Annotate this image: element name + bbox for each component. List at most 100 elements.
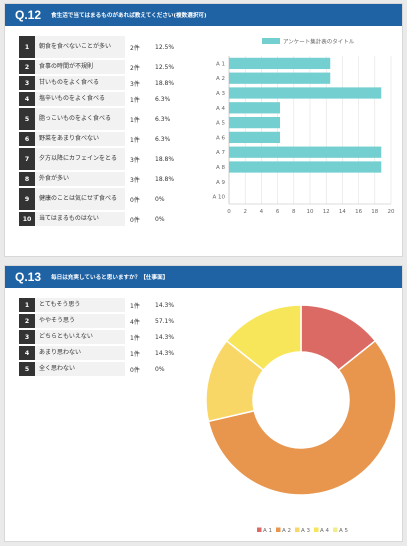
y-tick-label: A 4	[216, 106, 226, 112]
legend-label: アンケート集計表のタイトル	[283, 38, 355, 46]
answer-percent: 12.5%	[151, 60, 185, 74]
y-tick-label: A 1	[216, 61, 225, 67]
x-tick-label: 6	[276, 209, 280, 215]
table-row: 2 ややそう思う 4件 57.1%	[19, 314, 185, 328]
answer-count: 3件	[125, 76, 151, 90]
legend-label: A 4	[320, 528, 330, 534]
y-tick-label: A 2	[216, 76, 225, 82]
row-number: 9	[19, 188, 35, 210]
legend-swatch	[295, 527, 300, 532]
table-row: 1 朝食を食べないことが多い 2件 12.5%	[19, 36, 185, 58]
answer-label: 甘いものをよく食べる	[35, 76, 125, 90]
answer-percent: 18.8%	[151, 76, 185, 90]
row-number: 7	[19, 148, 35, 170]
table-row: 4 あまり思わない 1件 14.3%	[19, 346, 185, 360]
answer-label: 塩辛いものをよく食べる	[35, 92, 125, 106]
x-tick-label: 14	[339, 209, 346, 215]
answer-count: 3件	[125, 172, 151, 186]
answer-count: 1件	[125, 298, 151, 312]
answer-percent: 6.3%	[151, 108, 185, 130]
answer-percent: 14.3%	[151, 330, 185, 344]
q13-donut-chart: A 1 A 2 A 3 A 4 A 5	[205, 304, 397, 534]
row-number: 10	[19, 212, 35, 226]
answer-label: 野菜をあまり食べない	[35, 132, 125, 146]
answer-label: とてもそう思う	[35, 298, 125, 312]
table-row: 3 甘いものをよく食べる 3件 18.8%	[19, 76, 185, 90]
answer-count: 0件	[125, 188, 151, 210]
answer-percent: 14.3%	[151, 346, 185, 360]
answer-count: 1件	[125, 92, 151, 106]
x-tick-label: 20	[388, 209, 395, 215]
question-number: Q.13	[15, 270, 42, 284]
answer-label: 夕方以降にカフェインをとる	[35, 148, 125, 170]
row-number: 1	[19, 298, 35, 312]
answer-count: 4件	[125, 314, 151, 328]
question-title: 食生活で当てはまるものがあれば教えてください(複数選択可)	[51, 13, 207, 19]
x-tick-label: 4	[260, 209, 264, 215]
answer-count: 3件	[125, 148, 151, 170]
table-row: 3 どちらともいえない 1件 14.3%	[19, 330, 185, 344]
legend-swatch	[314, 527, 319, 532]
answer-percent: 57.1%	[151, 314, 185, 328]
x-tick-label: 16	[355, 209, 362, 215]
bar	[229, 116, 281, 129]
bar	[229, 72, 331, 84]
legend-label: A 1	[263, 528, 272, 534]
row-number: 5	[19, 108, 35, 130]
row-number: 4	[19, 346, 35, 360]
table-row: 7 夕方以降にカフェインをとる 3件 18.8%	[19, 148, 185, 170]
x-tick-label: 12	[323, 209, 330, 215]
answer-label: 朝食を食べないことが多い	[35, 36, 125, 58]
row-number: 4	[19, 92, 35, 106]
answer-percent: 14.3%	[151, 298, 185, 312]
legend-swatch	[262, 38, 280, 44]
legend-swatch	[257, 527, 262, 532]
bar	[229, 131, 281, 144]
answer-label: 当てはまるものはない	[35, 212, 125, 226]
q12-results-table: 1 朝食を食べないことが多い 2件 12.5% 2 食事の時間が不規則 2件 12.5% 3 甘い…	[19, 34, 185, 228]
answer-count: 1件	[125, 132, 151, 146]
answer-count: 2件	[125, 36, 151, 58]
legend-swatch	[333, 527, 338, 532]
y-tick-label: A 10	[212, 195, 225, 201]
q13-results-table: 1 とてもそう思う 1件 14.3% 2 ややそう思う 4件 57.1% 3 どちらともいえない 1…	[19, 296, 185, 378]
bar	[229, 161, 382, 173]
answer-label: どちらともいえない	[35, 330, 125, 344]
answer-percent: 18.8%	[151, 148, 185, 170]
answer-percent: 0%	[151, 188, 185, 210]
table-row: 10 当てはまるものはない 0件 0%	[19, 212, 185, 226]
pie-slice	[207, 339, 397, 496]
y-tick-label: A 5	[216, 121, 226, 127]
table-row: 9 健康のことは気にせず食べる 0件 0%	[19, 188, 185, 210]
answer-count: 1件	[125, 330, 151, 344]
x-tick-label: 2	[243, 209, 247, 215]
answer-percent: 0%	[151, 362, 185, 376]
bar	[229, 87, 382, 99]
row-number: 3	[19, 330, 35, 344]
q12-header: Q.12 食生活で当てはまるものがあれば教えてください(複数選択可)	[5, 4, 402, 26]
x-tick-label: 8	[292, 209, 296, 215]
y-tick-label: A 7	[216, 150, 226, 156]
q12-bar-chart: アンケート集計表のタイトル 0 2 4 6 8 10 12 14 16 18 20 A 1 A 2 A 3 A…	[212, 38, 395, 216]
answer-label: 外食が多い	[35, 172, 125, 186]
y-tick-label: A 6	[216, 135, 226, 141]
answer-percent: 6.3%	[151, 132, 185, 146]
answer-count: 1件	[125, 108, 151, 130]
answer-count: 0件	[125, 212, 151, 226]
answer-percent: 6.3%	[151, 92, 185, 106]
legend-label: A 2	[282, 528, 291, 534]
x-tick-label: 18	[371, 209, 378, 215]
row-number: 2	[19, 60, 35, 74]
answer-label: ややそう思う	[35, 314, 125, 328]
bar	[229, 102, 281, 114]
answer-label: あまり思わない	[35, 346, 125, 360]
row-number: 2	[19, 314, 35, 328]
y-tick-label: A 3	[216, 91, 226, 97]
answer-label: 健康のことは気にせず食べる	[35, 188, 125, 210]
row-number: 1	[19, 36, 35, 58]
bar	[229, 57, 331, 70]
question-title: 毎日は充実していると思いますか？【仕事面】	[51, 275, 169, 281]
table-row: 8 外食が多い 3件 18.8%	[19, 172, 185, 186]
table-row: 4 塩辛いものをよく食べる 1件 6.3%	[19, 92, 185, 106]
y-tick-label: A 8	[216, 165, 226, 171]
